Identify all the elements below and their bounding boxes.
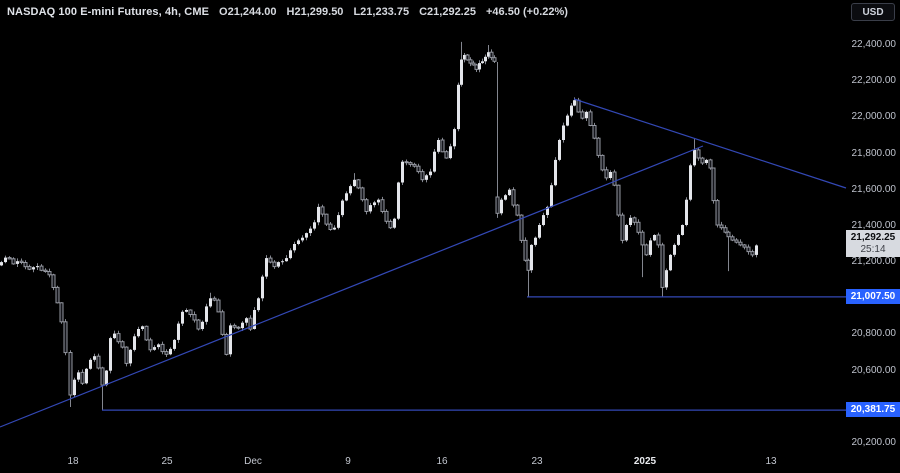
time-tick: 2025 [633, 456, 657, 467]
descending-resistance[interactable] [573, 98, 847, 189]
ohlc-high: H21,299.50 [286, 6, 344, 18]
ohlc-low: L21,233.75 [353, 6, 410, 18]
time-tick: Dec [244, 456, 262, 467]
price-tick: 22,200.00 [851, 75, 897, 87]
ohlc-close: C21,292.25 [419, 6, 476, 18]
price-tick: 21,800.00 [851, 147, 897, 159]
price-change: +46.50 (+0.22%) [485, 6, 568, 18]
ohlc-open: O21,244.00 [219, 6, 277, 18]
time-axis[interactable]: 18 25 Dec 9 16 23 2025 13 [0, 452, 846, 473]
price-tick: 22,400.00 [851, 39, 897, 50]
price-axis[interactable]: 20,200.0020,400.0020,600.0020,800.0021,0… [846, 0, 900, 452]
price-tick: 20,200.00 [851, 437, 897, 448]
level-price-label[interactable]: 21,007.50 [846, 288, 900, 304]
currency-usd-button[interactable]: USD [851, 3, 895, 21]
price-tick: 21,400.00 [851, 219, 897, 231]
bar-countdown: 25:14 [860, 244, 886, 256]
time-tick: 13 [765, 456, 777, 467]
last-price-value: 21,292.25 [850, 232, 896, 244]
time-tick: 25 [161, 456, 173, 467]
last-price-label[interactable]: 21,292.25 25:14 [846, 230, 900, 258]
chart-legend: NASDAQ 100 E-mini Futures, 4h, CME O21,2… [7, 5, 568, 19]
price-tick: 20,600.00 [851, 364, 897, 376]
price-tick: 22,000.00 [851, 111, 897, 123]
time-tick: 9 [345, 456, 351, 467]
level-price-label[interactable]: 20,381.75 [846, 402, 900, 418]
symbol-title[interactable]: NASDAQ 100 E-mini Futures, 4h, CME [7, 6, 210, 18]
candles-layer [0, 41, 758, 411]
ascending-support[interactable] [0, 145, 704, 428]
price-tick: 21,600.00 [851, 183, 897, 195]
price-tick: 21,200.00 [851, 256, 897, 268]
price-tick: 20,800.00 [851, 328, 897, 340]
time-tick: 23 [531, 456, 543, 467]
time-tick: 16 [436, 456, 448, 467]
time-tick: 18 [67, 456, 79, 467]
trendline-drawings-layer[interactable] [0, 98, 847, 428]
